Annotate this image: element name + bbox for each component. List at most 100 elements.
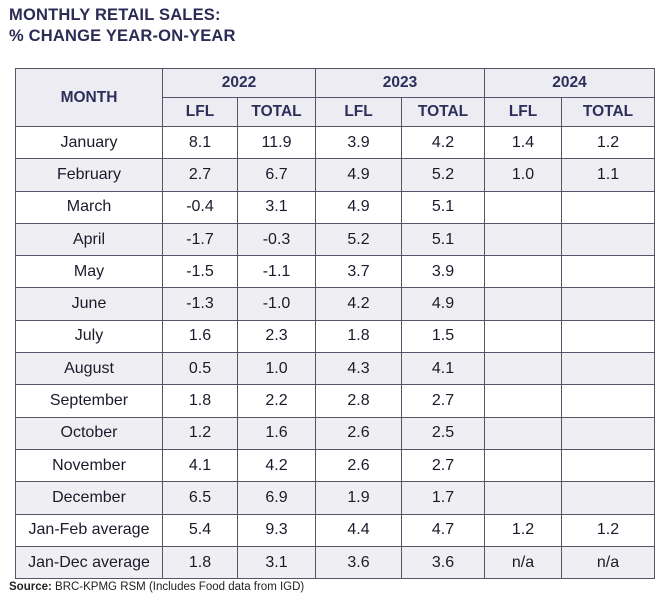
table-body: January 8.1 11.9 3.9 4.2 1.4 1.2 February 2.7 6.7… (15, 125, 656, 580)
value-cell (561, 222, 656, 257)
source-text: BRC-KPMG RSM (Includes Food data from IG… (51, 581, 305, 593)
value-cell: 2.2 (236, 384, 317, 418)
table-row: June -1.3 -1.0 4.2 4.9 (15, 287, 656, 321)
subheader-2024-total: TOTAL (561, 97, 656, 127)
value-cell: 8.1 (162, 125, 238, 160)
value-cell: 1.2 (162, 416, 238, 450)
value-cell: 4.9 (315, 158, 403, 192)
value-cell: 1.0 (236, 352, 317, 386)
month-cell: November (15, 448, 163, 483)
value-cell: 3.1 (236, 545, 317, 580)
value-cell: 0.5 (162, 352, 238, 386)
month-cell: Jan-Feb average (15, 513, 163, 547)
table-row: November 4.1 4.2 2.6 2.7 (15, 448, 656, 483)
value-cell: -1.7 (162, 222, 238, 257)
value-cell (561, 416, 656, 450)
value-cell: -1.5 (162, 255, 238, 289)
value-cell: 5.2 (315, 222, 403, 257)
value-cell: 6.7 (236, 158, 317, 192)
month-cell: August (15, 352, 163, 386)
value-cell: 4.3 (315, 352, 403, 386)
value-cell (484, 319, 563, 354)
year-header-2022: 2022 (161, 68, 317, 98)
value-cell (484, 481, 563, 515)
table-row: April -1.7 -0.3 5.2 5.1 (15, 222, 656, 257)
value-cell: 4.9 (401, 287, 486, 321)
value-cell: 1.1 (561, 158, 656, 192)
table-row: January 8.1 11.9 3.9 4.2 1.4 1.2 (15, 125, 656, 160)
value-cell: 5.2 (401, 158, 486, 192)
table-row: December 6.5 6.9 1.9 1.7 (15, 481, 656, 515)
value-cell: 1.9 (315, 481, 403, 515)
value-cell: 6.9 (236, 481, 317, 515)
value-cell: 2.8 (315, 384, 403, 418)
value-cell: 5.1 (401, 222, 486, 257)
value-cell: 4.1 (401, 352, 486, 386)
value-cell: 11.9 (236, 125, 317, 160)
table-row: Jan-Dec average 1.8 3.1 3.6 3.6 n/a n/a (15, 545, 656, 580)
table-row: May -1.5 -1.1 3.7 3.9 (15, 255, 656, 289)
value-cell: 2.5 (401, 416, 486, 450)
value-cell: 1.4 (484, 125, 563, 160)
value-cell: 2.7 (401, 448, 486, 483)
value-cell (561, 352, 656, 386)
value-cell (484, 190, 563, 224)
value-cell (561, 287, 656, 321)
year-header-2024: 2024 (484, 68, 656, 98)
value-cell: 3.6 (401, 545, 486, 580)
value-cell: 4.7 (401, 513, 486, 547)
value-cell: 1.5 (401, 319, 486, 354)
month-cell: April (15, 222, 163, 257)
value-cell: 2.7 (162, 158, 238, 192)
month-cell: January (15, 125, 163, 160)
value-cell (484, 255, 563, 289)
month-cell: May (15, 255, 163, 289)
month-cell: September (15, 384, 163, 418)
value-cell: 2.3 (236, 319, 317, 354)
value-cell (484, 222, 563, 257)
value-cell: 1.8 (162, 384, 238, 418)
value-cell (561, 448, 656, 483)
month-cell: December (15, 481, 163, 515)
value-cell: 3.7 (315, 255, 403, 289)
value-cell: 1.6 (162, 319, 238, 354)
value-cell: 5.1 (401, 190, 486, 224)
value-cell: 4.2 (236, 448, 317, 483)
month-cell: June (15, 287, 163, 321)
month-column-header: MONTH (15, 68, 163, 127)
value-cell: 1.0 (484, 158, 563, 192)
month-cell: July (15, 319, 163, 354)
value-cell: 5.4 (162, 513, 238, 547)
table-row: February 2.7 6.7 4.9 5.2 1.0 1.1 (15, 158, 656, 192)
value-cell: n/a (561, 545, 656, 580)
table-row: October 1.2 1.6 2.6 2.5 (15, 416, 656, 450)
value-cell: 6.5 (162, 481, 238, 515)
value-cell: 3.9 (401, 255, 486, 289)
table-row: September 1.8 2.2 2.8 2.7 (15, 384, 656, 418)
value-cell (561, 319, 656, 354)
value-cell (484, 287, 563, 321)
source-label: Source: (9, 581, 52, 593)
source-note: Source: BRC-KPMG RSM (Includes Food data… (9, 581, 304, 593)
table-row: Jan-Feb average 5.4 9.3 4.4 4.7 1.2 1.2 (15, 513, 656, 547)
value-cell: 1.7 (401, 481, 486, 515)
value-cell: 4.2 (401, 125, 486, 160)
subheader-2022-lfl: LFL (162, 97, 238, 127)
value-cell: 4.9 (315, 190, 403, 224)
value-cell: 4.2 (315, 287, 403, 321)
month-cell: February (15, 158, 163, 192)
value-cell: 1.8 (162, 545, 238, 580)
value-cell (561, 190, 656, 224)
value-cell: 2.6 (315, 448, 403, 483)
subheader-row: LFL TOTAL LFL TOTAL LFL TOTAL (16, 97, 656, 127)
value-cell: -0.3 (236, 222, 317, 257)
value-cell: -1.3 (162, 287, 238, 321)
year-header-2023: 2023 (315, 68, 486, 98)
value-cell: 2.7 (401, 384, 486, 418)
retail-sales-table: MONTH 2022 2023 2024 LFL TOTAL LFL TOTAL… (15, 68, 656, 580)
value-cell: -1.1 (236, 255, 317, 289)
subheader-2022-total: TOTAL (236, 97, 317, 127)
value-cell: 3.9 (315, 125, 403, 160)
value-cell (484, 448, 563, 483)
table-row: August 0.5 1.0 4.3 4.1 (15, 352, 656, 386)
